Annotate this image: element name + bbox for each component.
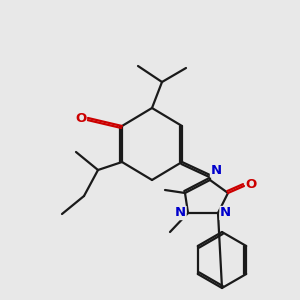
Text: N: N [220, 206, 231, 220]
Text: N: N [210, 164, 222, 177]
Text: N: N [175, 206, 186, 220]
Text: O: O [246, 178, 257, 191]
Text: O: O [75, 112, 86, 124]
